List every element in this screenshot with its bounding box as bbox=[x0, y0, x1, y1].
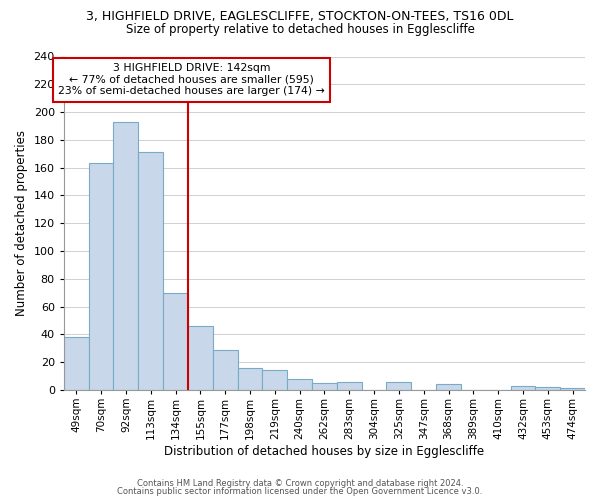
Text: 3, HIGHFIELD DRIVE, EAGLESCLIFFE, STOCKTON-ON-TEES, TS16 0DL: 3, HIGHFIELD DRIVE, EAGLESCLIFFE, STOCKT… bbox=[86, 10, 514, 23]
Bar bbox=[337, 382, 362, 390]
Bar bbox=[113, 122, 138, 390]
Bar bbox=[535, 387, 560, 390]
X-axis label: Distribution of detached houses by size in Egglescliffe: Distribution of detached houses by size … bbox=[164, 444, 484, 458]
Bar bbox=[560, 388, 585, 390]
Text: Size of property relative to detached houses in Egglescliffe: Size of property relative to detached ho… bbox=[125, 22, 475, 36]
Bar bbox=[89, 164, 113, 390]
Bar bbox=[163, 292, 188, 390]
Bar bbox=[287, 379, 312, 390]
Bar bbox=[262, 370, 287, 390]
Bar bbox=[64, 337, 89, 390]
Bar bbox=[511, 386, 535, 390]
Text: Contains HM Land Registry data © Crown copyright and database right 2024.: Contains HM Land Registry data © Crown c… bbox=[137, 478, 463, 488]
Bar bbox=[312, 383, 337, 390]
Bar bbox=[436, 384, 461, 390]
Bar bbox=[238, 368, 262, 390]
Bar bbox=[213, 350, 238, 390]
Text: Contains public sector information licensed under the Open Government Licence v3: Contains public sector information licen… bbox=[118, 487, 482, 496]
Bar bbox=[188, 326, 213, 390]
Y-axis label: Number of detached properties: Number of detached properties bbox=[15, 130, 28, 316]
Bar bbox=[386, 382, 411, 390]
Text: 3 HIGHFIELD DRIVE: 142sqm
← 77% of detached houses are smaller (595)
23% of semi: 3 HIGHFIELD DRIVE: 142sqm ← 77% of detac… bbox=[58, 63, 325, 96]
Bar bbox=[138, 152, 163, 390]
